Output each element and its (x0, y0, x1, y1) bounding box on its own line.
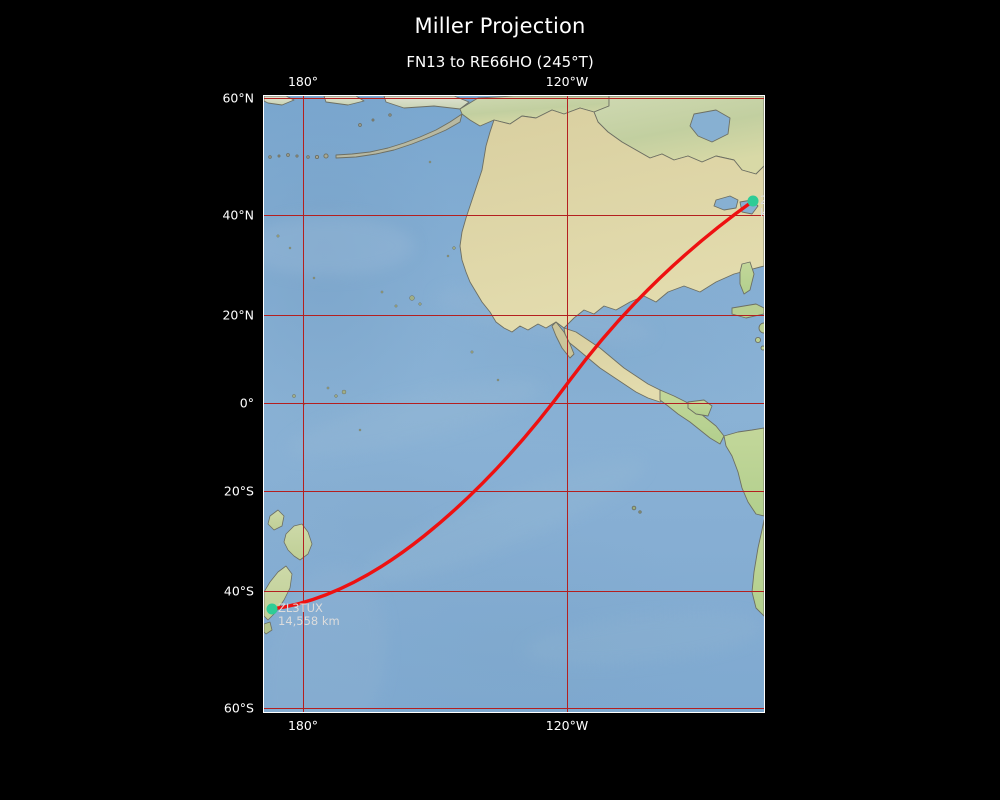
tick-left-40s: 40°S (223, 583, 254, 599)
grid-line-lat-0 (264, 403, 764, 404)
tick-bottom-180: 180° (287, 718, 319, 733)
marker-label-zl3tux: ZL3TUX 14,558 km (278, 602, 340, 628)
marker-zl3tux[interactable] (266, 603, 278, 615)
marker-distance: 14,558 km (278, 614, 340, 628)
tick-top-180: 180° (287, 74, 319, 89)
land-layer (264, 96, 764, 635)
tick-left-60s: 60°S (223, 700, 254, 716)
tick-left-40n: 40°N (222, 207, 254, 223)
landmass-alaska (264, 96, 610, 160)
pacific-islands (276, 160, 500, 432)
marker-distance: km (760, 206, 764, 220)
marker-callsign: ZL3TUX (278, 601, 323, 615)
marker-2tqc[interactable] (747, 195, 759, 207)
map-canvas[interactable]: ZL3TUX 14,558 km 2TQC km (264, 96, 764, 712)
tick-left-60n: 60°N (222, 90, 254, 106)
marker-callsign: 2TQC (760, 193, 764, 207)
tick-left-0: 0° (239, 395, 254, 411)
tick-left-20n: 20°N (222, 307, 254, 323)
grid-line-lon-120w (567, 96, 568, 712)
title-block: Miller Projection FN13 to RE66HO (245°T) (0, 0, 1000, 70)
page-title: Miller Projection (414, 14, 586, 38)
grid-line-lat-20n (264, 315, 764, 316)
grid-line-lat-40s (264, 591, 764, 592)
grid-line-lat-40n (264, 215, 764, 216)
grid-line-lat-60s (264, 708, 764, 709)
landmass-north-america (459, 96, 764, 617)
marker-label-2tqc: 2TQC km (760, 194, 764, 220)
bathymetry-feature (264, 216, 414, 276)
tick-bottom-120w: 120°W (545, 718, 589, 733)
grid-line-lat-20s (264, 491, 764, 492)
great-circle-path (270, 199, 755, 611)
grid-line-lat-60n (264, 98, 764, 99)
tick-left-20s: 20°S (223, 483, 254, 499)
page-subtitle: FN13 to RE66HO (245°T) (406, 53, 594, 71)
grid-line-lon-180 (303, 96, 304, 712)
tick-top-120w: 120°W (545, 74, 589, 89)
